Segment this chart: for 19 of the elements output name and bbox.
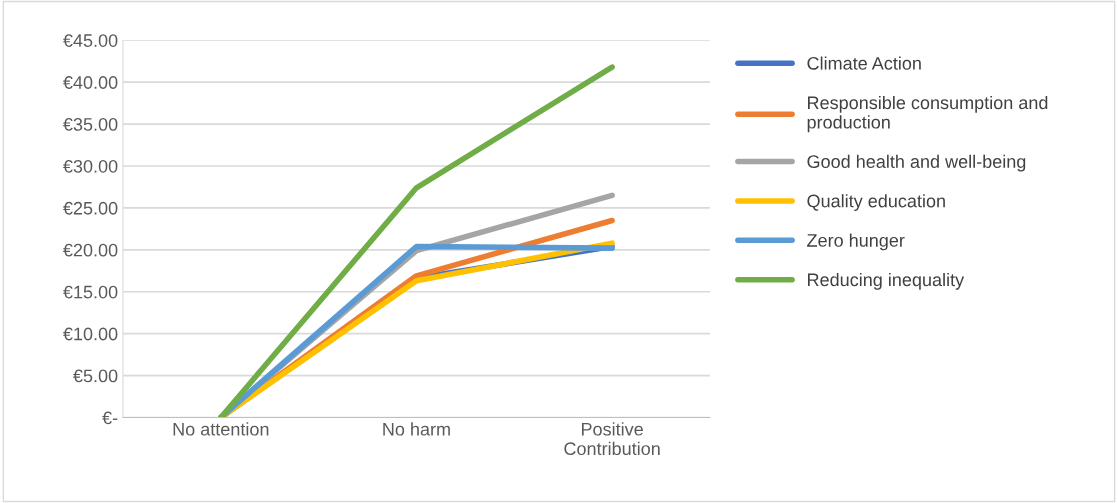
y-tick-label: €40.00	[63, 76, 118, 89]
y-tick-label: €35.00	[63, 118, 118, 131]
legend-label: Reducing inequality	[808, 272, 965, 290]
y-tick-label: €-	[102, 411, 118, 425]
legend-label: Responsible consumption and production	[807, 95, 1048, 133]
legend-label: Good health and well-being	[807, 154, 1026, 172]
legend-label: Quality education	[807, 194, 945, 211]
y-tick-label: €30.00	[63, 159, 118, 173]
y-tick-label: €10.00	[63, 327, 118, 341]
x-tick-label: Positive Contribution	[564, 422, 660, 456]
y-tick-label: €25.00	[63, 201, 118, 215]
x-tick-label: No attention	[173, 422, 269, 436]
legend-label: Zero hunger	[807, 233, 905, 251]
y-tick-label: €45.00	[63, 34, 118, 47]
y-tick-label: €20.00	[63, 243, 118, 257]
x-tick-label: No harm	[383, 422, 450, 436]
y-tick-label: €5.00	[73, 369, 118, 383]
y-tick-label: €15.00	[63, 285, 118, 299]
legend-label: Climate Action	[807, 56, 921, 70]
